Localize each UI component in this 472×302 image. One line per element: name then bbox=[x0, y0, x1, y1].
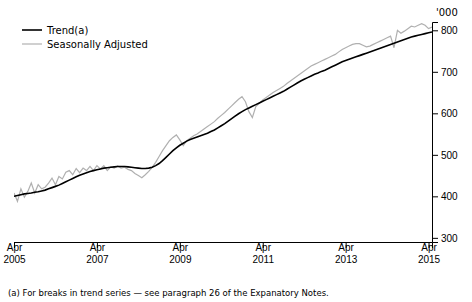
x-tick: Apr2011 bbox=[252, 242, 274, 265]
x-tick-label: Apr2009 bbox=[169, 242, 192, 265]
series-line bbox=[14, 24, 432, 202]
y-axis: 300 400 500 600 700 800 bbox=[432, 23, 458, 244]
x-tick-label: Apr2007 bbox=[86, 242, 109, 265]
x-axis: Apr2005 Apr2007 Apr2009 Apr2011 Apr2013 Apr20… bbox=[3, 242, 440, 265]
y-tick-mark bbox=[432, 196, 438, 197]
y-axis-line bbox=[433, 23, 439, 243]
y-tick-mark bbox=[432, 155, 438, 156]
y-tick-mark bbox=[432, 113, 438, 114]
series-line bbox=[14, 32, 432, 196]
y-tick-label: 300 bbox=[441, 233, 458, 244]
y-tick: 600 bbox=[432, 108, 458, 119]
y-tick: 400 bbox=[432, 191, 458, 202]
chart: Apr2005 Apr2007 Apr2009 Apr2011 Apr2013 Apr20… bbox=[0, 0, 472, 302]
y-tick-label: 800 bbox=[441, 25, 458, 36]
y-tick: 800 bbox=[432, 25, 458, 36]
x-tick-label: Apr2015 bbox=[418, 242, 441, 265]
y-tick-mark bbox=[432, 72, 438, 73]
y-tick-label: 600 bbox=[441, 108, 458, 119]
x-tick: Apr2007 bbox=[86, 242, 109, 265]
x-tick: Apr2009 bbox=[169, 242, 192, 265]
footnote: (a) For breaks in trend series — see par… bbox=[8, 288, 329, 298]
legend-swatch bbox=[22, 29, 42, 31]
plot-lines bbox=[14, 24, 432, 202]
legend-label: Seasonally Adjusted bbox=[47, 39, 148, 50]
legend-swatch bbox=[22, 43, 42, 44]
legend-item: Trend(a) bbox=[22, 25, 88, 36]
y-tick: 500 bbox=[432, 150, 458, 161]
x-tick-label: Apr2013 bbox=[335, 242, 358, 265]
x-tick-label: Apr2005 bbox=[3, 242, 26, 265]
y-axis-label: '000 bbox=[436, 7, 458, 18]
y-tick-label: 500 bbox=[441, 150, 458, 161]
x-tick: Apr2005 bbox=[3, 242, 26, 265]
y-tick: 700 bbox=[432, 67, 458, 78]
y-tick: 300 bbox=[432, 233, 458, 244]
y-tick-label: 400 bbox=[441, 191, 458, 202]
legend: Trend(a) Seasonally Adjusted bbox=[22, 25, 148, 50]
x-axis-line bbox=[15, 243, 433, 249]
y-tick-mark bbox=[432, 238, 438, 239]
x-tick: Apr2013 bbox=[335, 242, 358, 265]
x-tick: Apr2015 bbox=[418, 242, 441, 265]
legend-label: Trend(a) bbox=[46, 25, 88, 36]
x-tick-label: Apr2011 bbox=[252, 242, 274, 265]
legend-item: Seasonally Adjusted bbox=[22, 39, 148, 50]
y-tick-mark bbox=[432, 30, 438, 31]
y-tick-label: 700 bbox=[441, 67, 458, 78]
